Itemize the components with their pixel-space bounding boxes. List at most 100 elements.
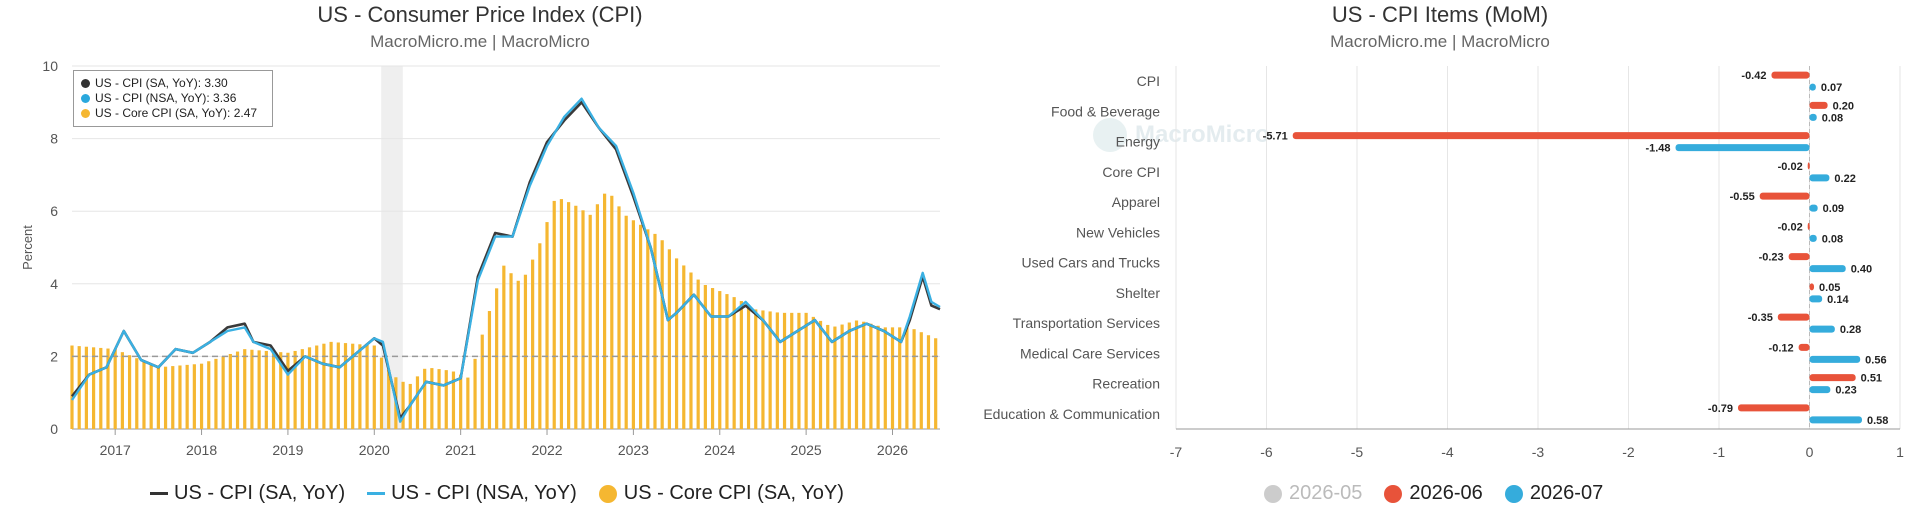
left-y-tick-label: 6 (50, 203, 58, 219)
core-cpi-bar (905, 327, 909, 429)
core-cpi-bar (862, 321, 866, 429)
bar-value-label: 0.22 (1834, 173, 1855, 185)
right-x-tick-label: -5 (1351, 444, 1364, 460)
bar-value-label: -0.12 (1769, 342, 1794, 354)
legend-item-2026-07[interactable]: 2026-07 (1504, 482, 1603, 505)
right-x-tick-label: -2 (1622, 444, 1635, 460)
category-label: Food & Beverage (1051, 103, 1160, 119)
core-cpi-bar (804, 312, 808, 429)
legend-item-cpi-nsa[interactable]: US - CPI (NSA, YoY) (367, 482, 577, 505)
bar-value-label: 0.09 (1823, 203, 1844, 215)
core-cpi-bar (840, 324, 844, 429)
tooltip-row-cpi-nsa: US - CPI (NSA, YoY): 3.36 (81, 91, 272, 106)
core-cpi-bar (142, 361, 146, 429)
bar-value-label: 0.05 (1819, 282, 1840, 294)
bar-2026-07 (1809, 204, 1818, 212)
right-chart-subtitle: MacroMicro.me | MacroMicro (1330, 32, 1550, 51)
core-cpi-bar (761, 310, 765, 429)
tooltip-label-cpi-sa: US - CPI (SA, YoY): 3.30 (95, 76, 228, 90)
core-cpi-bar (689, 272, 693, 429)
left-x-tick-label: 2020 (359, 442, 390, 458)
core-cpi-bar (502, 265, 506, 429)
bar-value-label: 0.51 (1861, 373, 1882, 385)
bar-value-label: 0.23 (1835, 385, 1856, 397)
core-cpi-bar (271, 351, 276, 429)
legend-key-2026-06 (1384, 484, 1403, 503)
bar-value-label: -0.23 (1759, 252, 1784, 264)
core-cpi-bar (243, 349, 247, 429)
core-cpi-bar (552, 200, 556, 429)
core-cpi-bar (926, 335, 931, 429)
core-cpi-bar (754, 309, 758, 429)
core-cpi-bar (91, 347, 96, 429)
core-cpi-bar (315, 345, 319, 429)
right-x-tick-label: 1 (1896, 444, 1904, 460)
core-cpi-bar (459, 374, 463, 429)
core-cpi-bar (171, 366, 175, 429)
core-cpi-bar (235, 351, 240, 429)
left-x-tick-label: 2019 (272, 442, 303, 458)
core-cpi-bar (451, 371, 456, 429)
left-y-tick-label: 8 (50, 131, 58, 147)
core-cpi-bar (516, 280, 520, 429)
category-label: Medical Care Services (1020, 345, 1160, 361)
bar-2026-07 (1809, 416, 1862, 424)
left-x-tick-label: 2018 (186, 442, 217, 458)
legend-key-cpi-sa (150, 492, 168, 495)
left-x-tick-label: 2024 (704, 442, 735, 458)
bar-2026-07 (1809, 113, 1817, 121)
bar-value-label: 0.14 (1827, 294, 1849, 306)
core-cpi-bar (833, 326, 837, 429)
right-x-tick-label: -1 (1713, 444, 1726, 460)
core-cpi-bar (336, 342, 340, 429)
cpi-tooltip: US - CPI (SA, YoY): 3.30 US - CPI (NSA, … (73, 70, 273, 127)
bar-value-label: -0.02 (1778, 221, 1803, 233)
left-y-tick-label: 0 (50, 421, 58, 437)
core-cpi-bar (653, 233, 657, 429)
core-cpi-bar (790, 312, 794, 429)
core-cpi-bar (847, 322, 851, 429)
bar-2026-06 (1809, 101, 1828, 109)
core-cpi-bar (739, 301, 743, 429)
category-label: Core CPI (1102, 164, 1160, 180)
core-cpi-bar (415, 376, 420, 429)
core-cpi-bar (869, 323, 873, 429)
tooltip-dot-core-cpi (81, 109, 90, 118)
bar-value-label: 0.07 (1821, 82, 1842, 94)
core-cpi-bar (624, 215, 628, 429)
left-x-tick-label: 2023 (618, 442, 649, 458)
right-x-tick-label: 0 (1806, 444, 1814, 460)
bar-value-label: 0.58 (1867, 415, 1888, 427)
core-cpi-bar (228, 353, 232, 429)
core-cpi-bar (595, 204, 600, 429)
left-chart-subtitle: MacroMicro.me | MacroMicro (370, 32, 590, 51)
legend-item-core-cpi[interactable]: US - Core CPI (SA, YoY) (598, 482, 844, 505)
legend-item-2026-06[interactable]: 2026-06 (1384, 482, 1483, 505)
core-cpi-bar (660, 240, 664, 429)
core-cpi-bar (84, 346, 88, 429)
category-label: Shelter (1116, 285, 1161, 301)
bar-2026-07 (1809, 174, 1830, 182)
core-cpi-bar (912, 329, 916, 429)
core-cpi-bar (250, 349, 254, 429)
core-cpi-bar (207, 361, 211, 429)
legend-item-2026-05[interactable]: 2026-05 (1264, 482, 1362, 505)
legend-key-2026-05 (1264, 484, 1282, 503)
left-x-tick-label: 2022 (531, 442, 562, 458)
core-cpi-bar (135, 358, 139, 429)
right-chart-title: US - CPI Items (MoM) (1331, 2, 1549, 27)
core-cpi-bar (178, 365, 182, 429)
core-cpi-bar (156, 367, 160, 429)
left-y-tick-label: 2 (50, 348, 58, 364)
core-cpi-bar (401, 381, 405, 429)
core-cpi-bar (379, 357, 384, 429)
tooltip-dot-cpi-nsa (81, 94, 90, 103)
left-y-axis-label: Percent (20, 225, 35, 270)
core-cpi-bar (732, 297, 736, 429)
core-cpi-bar (466, 377, 470, 429)
core-cpi-bar (293, 350, 297, 429)
bar-2026-07 (1809, 295, 1823, 303)
legend-item-cpi-sa[interactable]: US - CPI (SA, YoY) (150, 482, 345, 505)
category-label: Apparel (1112, 194, 1160, 210)
core-cpi-bar (185, 364, 189, 429)
